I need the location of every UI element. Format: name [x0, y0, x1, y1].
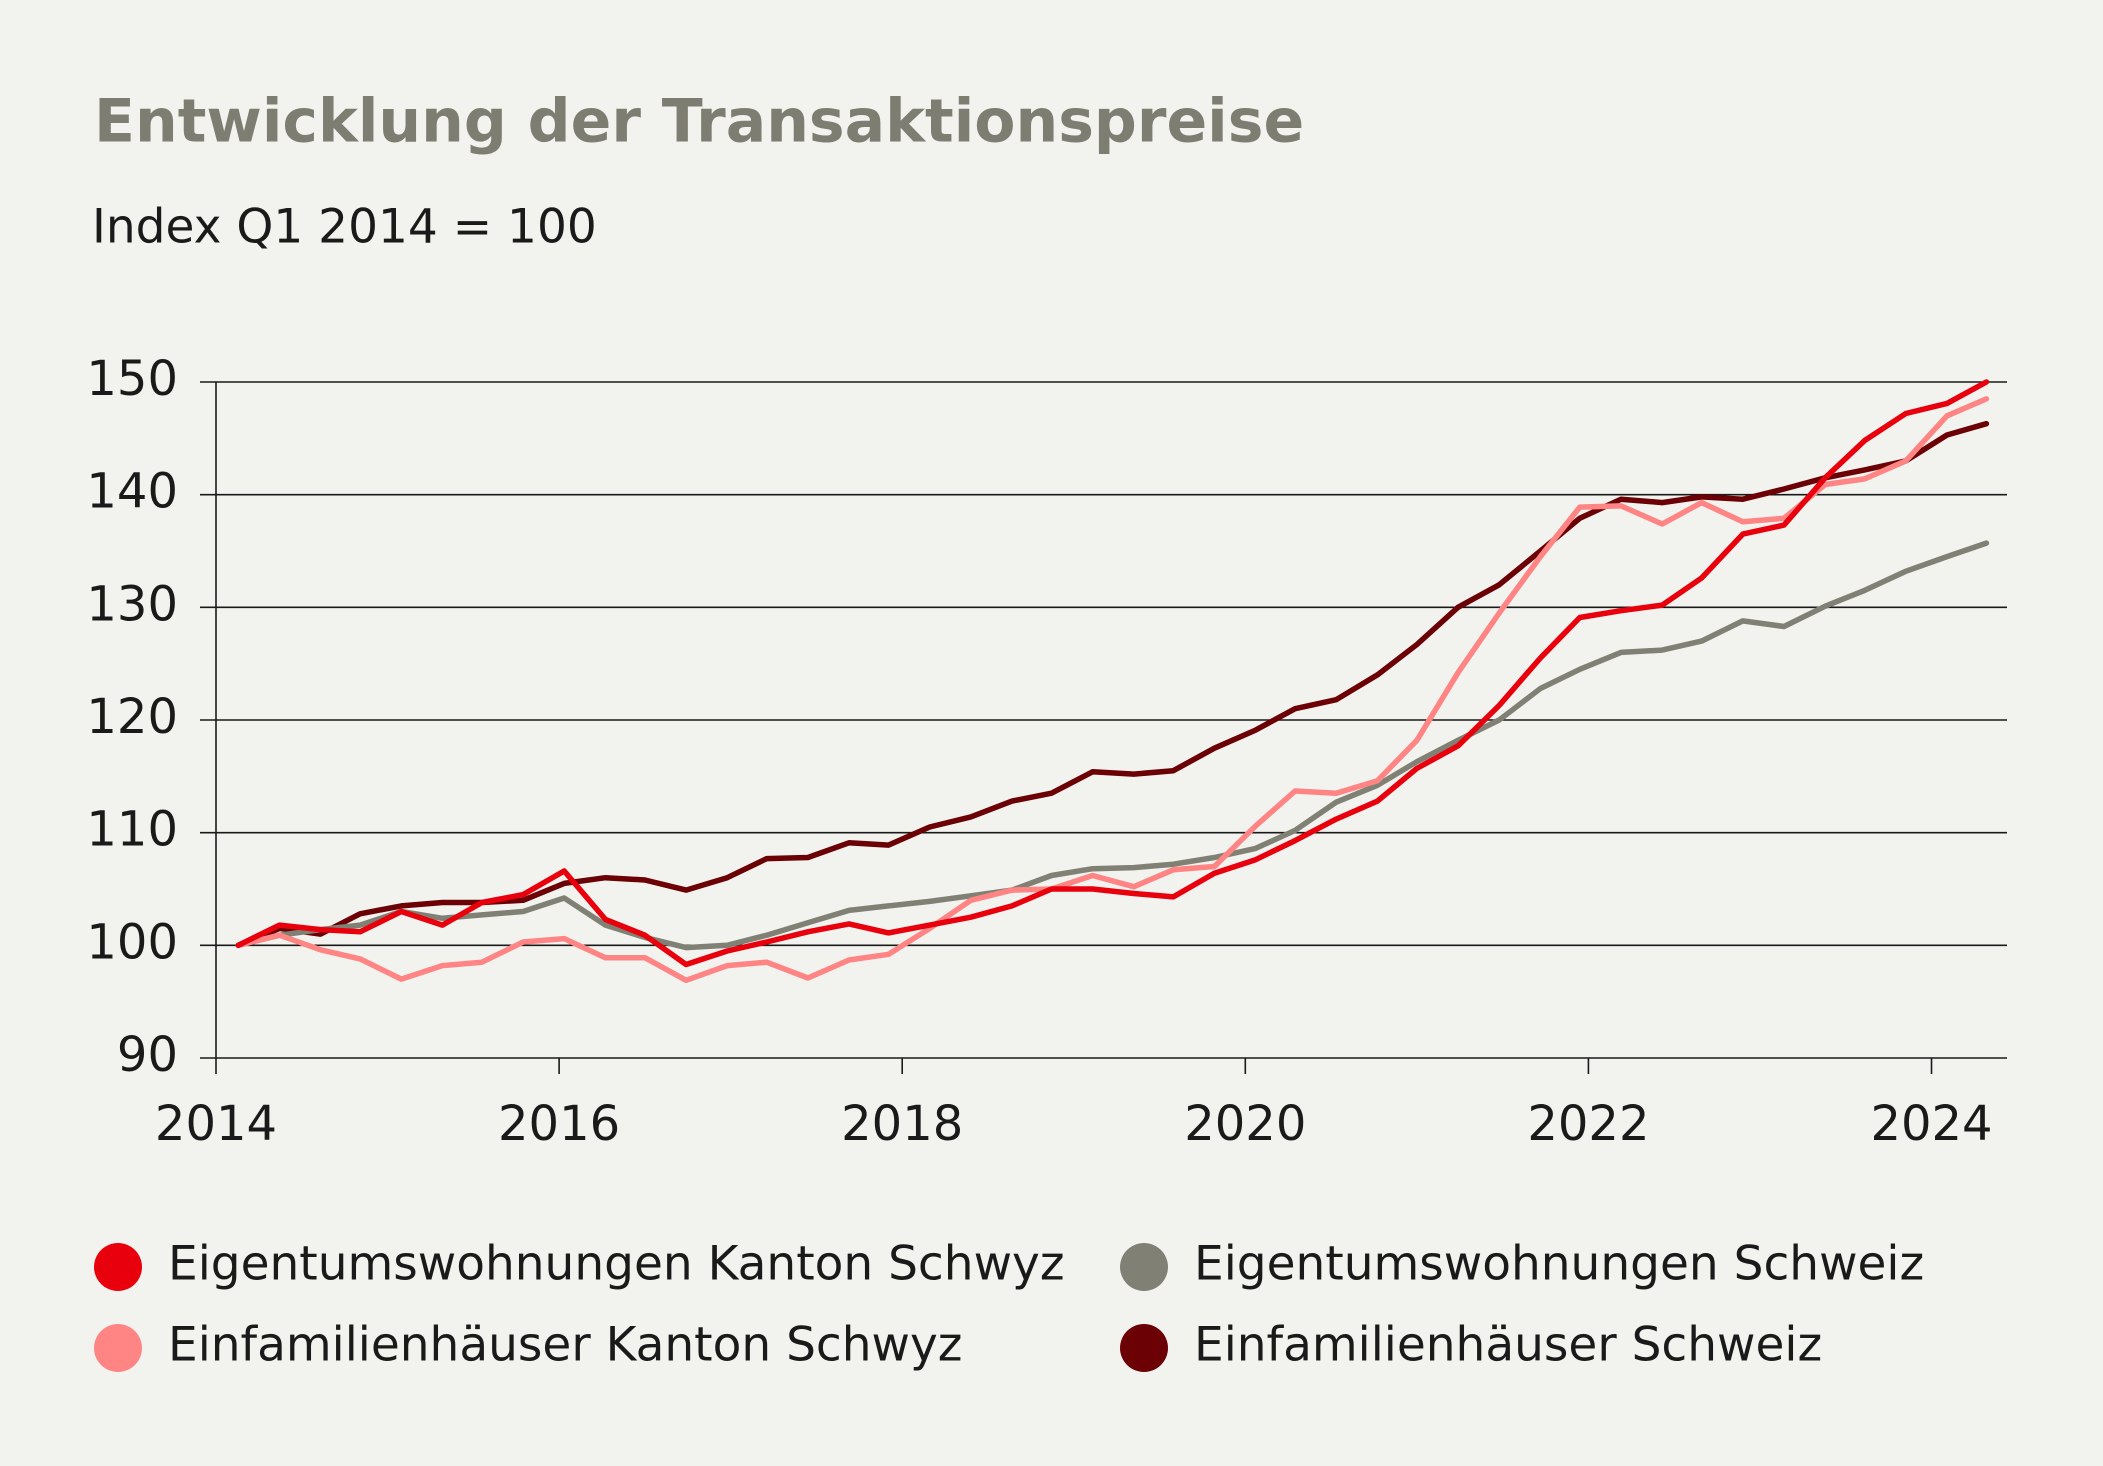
x-tick-label: 2020 [1184, 1096, 1306, 1152]
y-tick-label: 120 [86, 689, 178, 745]
y-tick-label: 100 [86, 914, 178, 970]
legend-label: Einfamilienhäuser Kanton Schwyz [168, 1318, 962, 1373]
line-series [235, 379, 1990, 968]
legend-label: Einfamilienhäuser Schweiz [1194, 1318, 1822, 1373]
plot-area: 90 100 110 120 130 140 150 2014 2016 2018 2020 2022… [86, 351, 2007, 1152]
legend-swatch [94, 1243, 142, 1291]
x-tick-label: 2016 [498, 1096, 620, 1152]
chart-subtitle: Index Q1 2014 = 100 [92, 200, 597, 255]
line-series [235, 420, 1990, 949]
y-tick-label: 150 [86, 351, 178, 407]
legend-label: Eigentumswohnungen Schweiz [1194, 1237, 1924, 1292]
legend-swatch [1120, 1324, 1168, 1372]
legend-label: Eigentumswohnungen Kanton Schwyz [168, 1237, 1065, 1292]
chart-title: Entwicklung der Transaktionspreise [94, 87, 1304, 157]
line-series [235, 540, 1990, 951]
x-tick-label: 2024 [1870, 1096, 1992, 1152]
x-tick-label: 2018 [841, 1096, 963, 1152]
legend: Eigentumswohnungen Kanton Schwyz Einfamil… [94, 1237, 1924, 1373]
y-tick-label: 140 [86, 464, 178, 520]
y-tick-label: 110 [86, 802, 178, 858]
x-tick-label: 2022 [1527, 1096, 1649, 1152]
legend-swatch [94, 1324, 142, 1372]
legend-swatch [1120, 1243, 1168, 1291]
line-series [235, 396, 1990, 984]
x-tick-label: 2014 [155, 1096, 277, 1152]
y-tick-label: 90 [117, 1027, 178, 1083]
y-tick-label: 130 [86, 576, 178, 632]
